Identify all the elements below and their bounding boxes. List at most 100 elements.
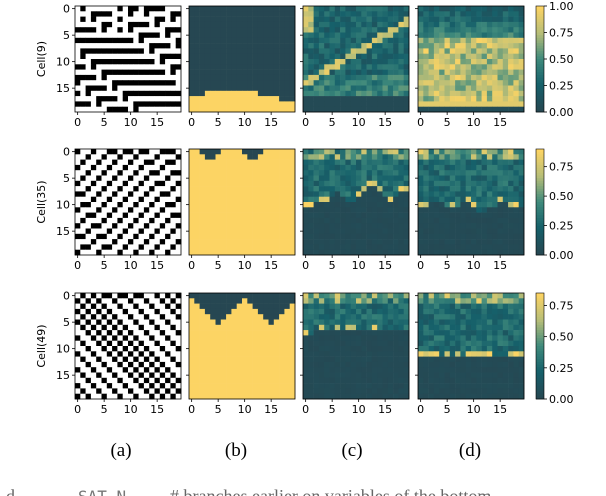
activation-cell	[340, 356, 346, 363]
boundary-cell	[199, 74, 206, 81]
binary-cell	[106, 383, 113, 389]
binary-cell	[85, 80, 92, 86]
activation-cell	[313, 37, 320, 44]
activation-cell	[513, 48, 519, 54]
boundary-cell	[231, 170, 237, 176]
activation-cell	[403, 191, 410, 197]
boundary-cell	[289, 101, 296, 107]
boundary-cell	[257, 96, 264, 102]
activation-cell	[465, 11, 472, 17]
activation-cell	[465, 367, 472, 373]
activation-cell	[366, 335, 373, 341]
binary-cell	[85, 43, 92, 49]
binary-cell	[143, 64, 150, 70]
binary-cell	[117, 298, 123, 304]
x-tick-label: 10	[352, 116, 366, 129]
boundary-cell	[210, 212, 216, 219]
activation-cell	[340, 303, 346, 310]
binary-cell	[117, 48, 123, 54]
activation-cell	[345, 74, 351, 81]
binary-cell	[128, 351, 134, 357]
activation-cell	[465, 303, 472, 310]
boundary-cell	[268, 21, 275, 28]
activation-cell	[418, 223, 424, 229]
colorbar-segment	[536, 61, 544, 65]
activation-cell	[513, 80, 519, 86]
activation-cell	[377, 175, 383, 182]
activation-cell	[481, 191, 488, 197]
boundary-cell	[273, 16, 280, 23]
boundary-cell	[204, 154, 211, 160]
activation-cell	[382, 319, 389, 326]
boundary-cell	[189, 388, 195, 394]
activation-cell	[340, 217, 346, 224]
activation-cell	[518, 361, 525, 368]
binary-cell	[80, 388, 86, 394]
activation-cell	[345, 293, 351, 299]
activation-cell	[460, 346, 466, 352]
activation-cell	[382, 335, 389, 341]
activation-cell	[518, 48, 525, 54]
boundary-cell	[242, 303, 248, 310]
activation-cell	[492, 11, 498, 17]
binary-cell	[138, 377, 145, 384]
activation-cell	[497, 298, 504, 304]
activation-cell	[313, 191, 320, 197]
binary-cell	[159, 85, 166, 92]
activation-cell	[518, 27, 525, 33]
boundary-cell	[273, 37, 280, 44]
binary-cell	[122, 244, 129, 250]
activation-cell	[366, 170, 373, 176]
activation-cell	[393, 11, 399, 17]
boundary-cell	[231, 223, 237, 229]
activation-cell	[444, 314, 451, 320]
activation-cell	[433, 53, 440, 60]
activation-cell	[377, 159, 383, 166]
activation-cell	[308, 335, 314, 341]
boundary-cell	[268, 59, 275, 65]
activation-cell	[398, 11, 404, 17]
activation-cell	[449, 164, 456, 171]
boundary-cell	[215, 96, 222, 102]
binary-cell	[90, 367, 97, 373]
activation-cell	[377, 74, 383, 81]
y-tick-label: 0	[63, 290, 70, 303]
activation-cell	[508, 180, 514, 187]
binary-cell	[170, 96, 176, 102]
activation-cell	[361, 249, 367, 256]
activation-cell	[433, 191, 440, 197]
binary-cell	[75, 16, 81, 23]
activation-cell	[371, 64, 378, 70]
boundary-cell	[257, 212, 264, 219]
boundary-cell	[189, 351, 195, 357]
activation-cell	[356, 37, 362, 44]
activation-cell	[345, 212, 351, 219]
activation-cell	[486, 154, 493, 160]
binary-cell	[112, 233, 118, 240]
activation-cell	[418, 340, 424, 347]
activation-cell	[418, 196, 424, 203]
boundary-cell	[199, 212, 206, 219]
colorbar-frame	[535, 148, 545, 256]
activation-cell	[361, 48, 367, 54]
binary-cell	[85, 159, 92, 166]
activation-cell	[513, 244, 519, 250]
activation-cell	[481, 372, 488, 379]
activation-cell	[433, 377, 440, 384]
activation-cell	[393, 59, 399, 65]
panel-frame	[74, 292, 182, 400]
activation-cell	[471, 21, 477, 28]
activation-cell	[361, 27, 367, 33]
binary-cell	[90, 186, 97, 192]
activation-cell	[444, 159, 451, 166]
binary-cell	[90, 48, 97, 54]
binary-cell	[90, 43, 97, 49]
activation-cell	[418, 159, 424, 166]
activation-cell	[377, 217, 383, 224]
boundary-cell	[242, 361, 248, 368]
binary-cell	[165, 27, 171, 33]
activation-cell	[345, 377, 351, 384]
boundary-cell	[284, 48, 290, 54]
binary-cell	[170, 191, 176, 197]
binary-cell	[175, 43, 182, 49]
